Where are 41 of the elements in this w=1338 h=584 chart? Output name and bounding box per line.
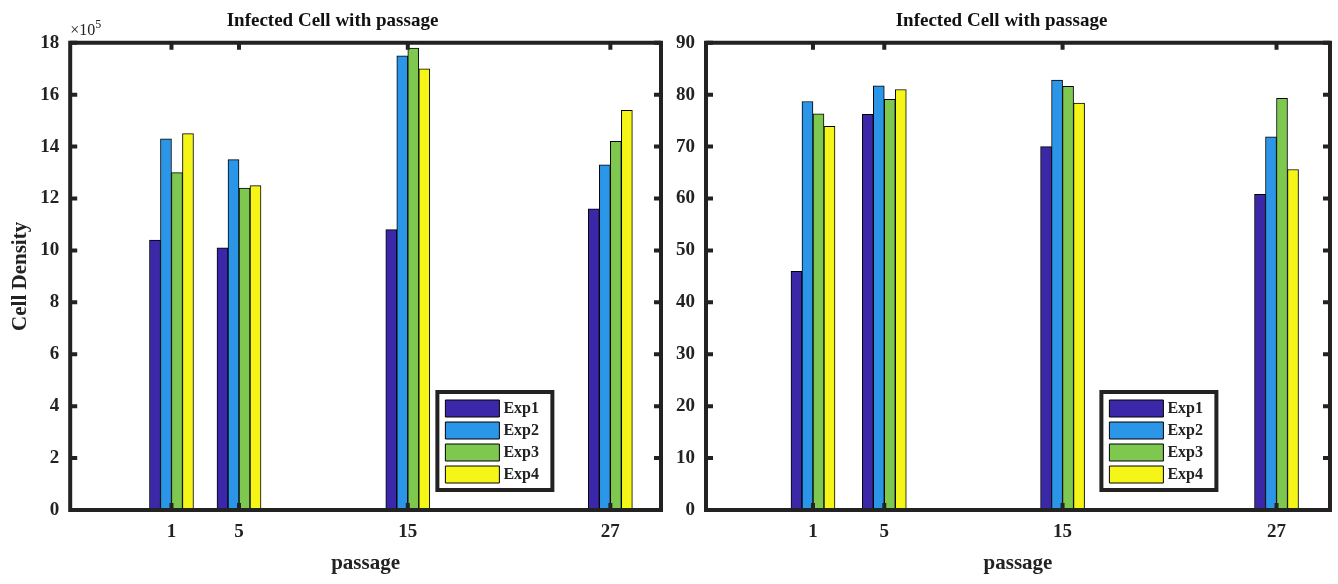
legend-label: Exp1 <box>503 399 539 418</box>
y-tick-label: 60 <box>676 186 695 208</box>
x-tick-label: 27 <box>600 520 621 542</box>
x-axis-title: passage <box>331 549 401 574</box>
legend-label: Exp3 <box>1167 443 1203 462</box>
y-tick-label: 18 <box>40 30 60 52</box>
y-tick-label: 80 <box>676 82 695 104</box>
y-tick-label: 0 <box>685 497 695 519</box>
y-tick-label: 0 <box>49 497 60 519</box>
y-tick-label: 14 <box>40 134 60 156</box>
y-tick-label: 40 <box>676 290 695 312</box>
y-tick-label: 90 <box>676 30 695 52</box>
chart-title: Infected Cell with passage <box>226 9 439 31</box>
legend-label: Exp4 <box>503 465 539 484</box>
x-tick-label: 5 <box>879 520 890 542</box>
x-tick-label: 1 <box>808 520 818 542</box>
y-tick-label: 10 <box>676 446 695 467</box>
legend-label: Exp2 <box>503 421 539 440</box>
y-tick-label: 50 <box>676 238 695 260</box>
y-tick-label: 30 <box>676 342 695 364</box>
y-tick-label: 12 <box>40 186 60 208</box>
y-axis-title: Cell Density <box>7 221 32 331</box>
y-tick-label: 6 <box>49 342 60 364</box>
chart-title: Infected Cell with passage <box>895 9 1108 31</box>
x-tick-label: 5 <box>234 520 244 542</box>
y-tick-label: 20 <box>676 394 695 416</box>
y-tick-label: 16 <box>40 82 60 104</box>
x-tick-label: 15 <box>398 520 418 542</box>
y-tick-label: 70 <box>676 134 695 156</box>
y-tick-label: 8 <box>49 290 60 312</box>
y-tick-label: 2 <box>49 446 60 467</box>
x-axis-title: passage <box>983 549 1053 574</box>
y-tick-label: 10 <box>40 238 60 260</box>
legend-label: Exp4 <box>1167 465 1203 484</box>
x-tick-label: 27 <box>1267 520 1287 542</box>
x-tick-label: 1 <box>166 520 177 542</box>
legend-label: Exp2 <box>1167 421 1203 440</box>
legend-label: Exp3 <box>503 443 539 462</box>
x-tick-label: 15 <box>1053 520 1073 542</box>
legend-label: Exp1 <box>1167 399 1203 418</box>
y-tick-label: 4 <box>49 394 60 416</box>
